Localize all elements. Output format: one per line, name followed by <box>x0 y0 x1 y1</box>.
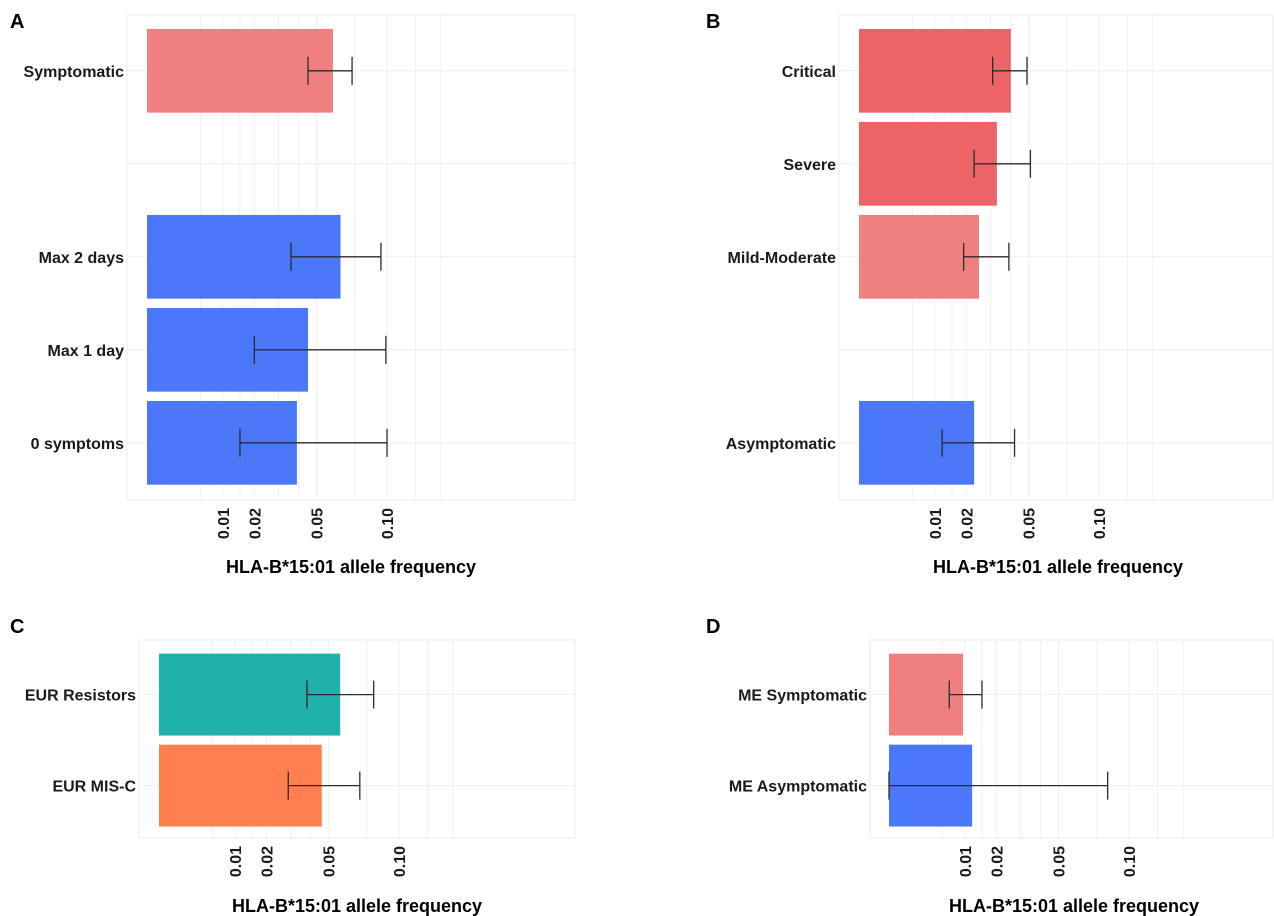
panel-d-category-label-0: ME Symptomatic <box>738 688 867 705</box>
panel-d-x-tick-1: 0.02 <box>989 846 1006 877</box>
panel-c-x-tick-0: 0.01 <box>228 846 245 877</box>
panel-a-bar-0 <box>147 28 333 113</box>
panel-a-category-label-4: 0 symptoms <box>31 436 124 453</box>
panel-b-x-axis-title: HLA-B*15:01 allele frequency <box>933 557 1183 577</box>
panel-c-category-label-1: EUR MIS-C <box>52 779 136 796</box>
panel-d-x-axis-title: HLA-B*15:01 allele frequency <box>949 896 1199 916</box>
panel-c: C EUR Resistors EUR MIS-C 0.01 0.02 0.05 0.1… <box>10 616 576 916</box>
panel-c-x-axis-title: HLA-B*15:01 allele frequency <box>232 896 482 916</box>
panel-b-category-label-2: Mild-Moderate <box>728 250 837 267</box>
panel-a-x-axis-title: HLA-B*15:01 allele frequency <box>226 557 476 577</box>
panel-b-category-label-0: Critical <box>782 64 836 81</box>
panel-a-letter: A <box>10 11 24 33</box>
panel-c-letter: C <box>10 616 24 638</box>
panel-a-x-tick-2: 0.05 <box>310 508 327 539</box>
panel-b-bar-0 <box>859 28 1011 113</box>
panel-d: D ME Symptomatic ME Asymptomatic 0.01 0.02… <box>706 616 1274 916</box>
panel-b-bar-2 <box>859 214 980 299</box>
panel-b-x-tick-2: 0.05 <box>1022 508 1039 539</box>
panel-a-category-label-0: Symptomatic <box>24 64 125 81</box>
panel-c-x-tick-2: 0.05 <box>322 846 339 877</box>
panel-a-x-tick-3: 0.10 <box>380 508 397 539</box>
panel-c-category-label-0: EUR Resistors <box>25 688 136 705</box>
panel-d-letter: D <box>706 616 720 638</box>
panel-a: A Symptomatic Max 2 days Max 1 day 0 sympto… <box>10 11 576 577</box>
panel-c-x-tick-3: 0.10 <box>392 846 409 877</box>
panel-d-x-tick-3: 0.10 <box>1122 846 1139 877</box>
panel-b: B Critical Severe Mild-Moderate Asymptomati… <box>706 11 1274 577</box>
panel-b-category-label-1: Severe <box>784 157 837 174</box>
panel-c-x-tick-1: 0.02 <box>259 846 276 877</box>
panel-d-x-tick-0: 0.01 <box>958 846 975 877</box>
panel-d-x-tick-2: 0.05 <box>1052 846 1069 877</box>
panel-b-letter: B <box>706 11 720 33</box>
panel-b-category-label-4: Asymptomatic <box>726 436 836 453</box>
panel-b-x-tick-0: 0.01 <box>928 508 945 539</box>
panel-b-x-tick-3: 0.10 <box>1092 508 1109 539</box>
panel-a-category-label-3: Max 1 day <box>48 343 125 360</box>
panel-d-category-label-1: ME Asymptomatic <box>729 779 867 796</box>
panel-a-category-label-2: Max 2 days <box>39 250 124 267</box>
panel-b-x-tick-1: 0.02 <box>959 508 976 539</box>
panel-a-x-tick-1: 0.02 <box>247 508 264 539</box>
panel-a-x-tick-0: 0.01 <box>216 508 233 539</box>
